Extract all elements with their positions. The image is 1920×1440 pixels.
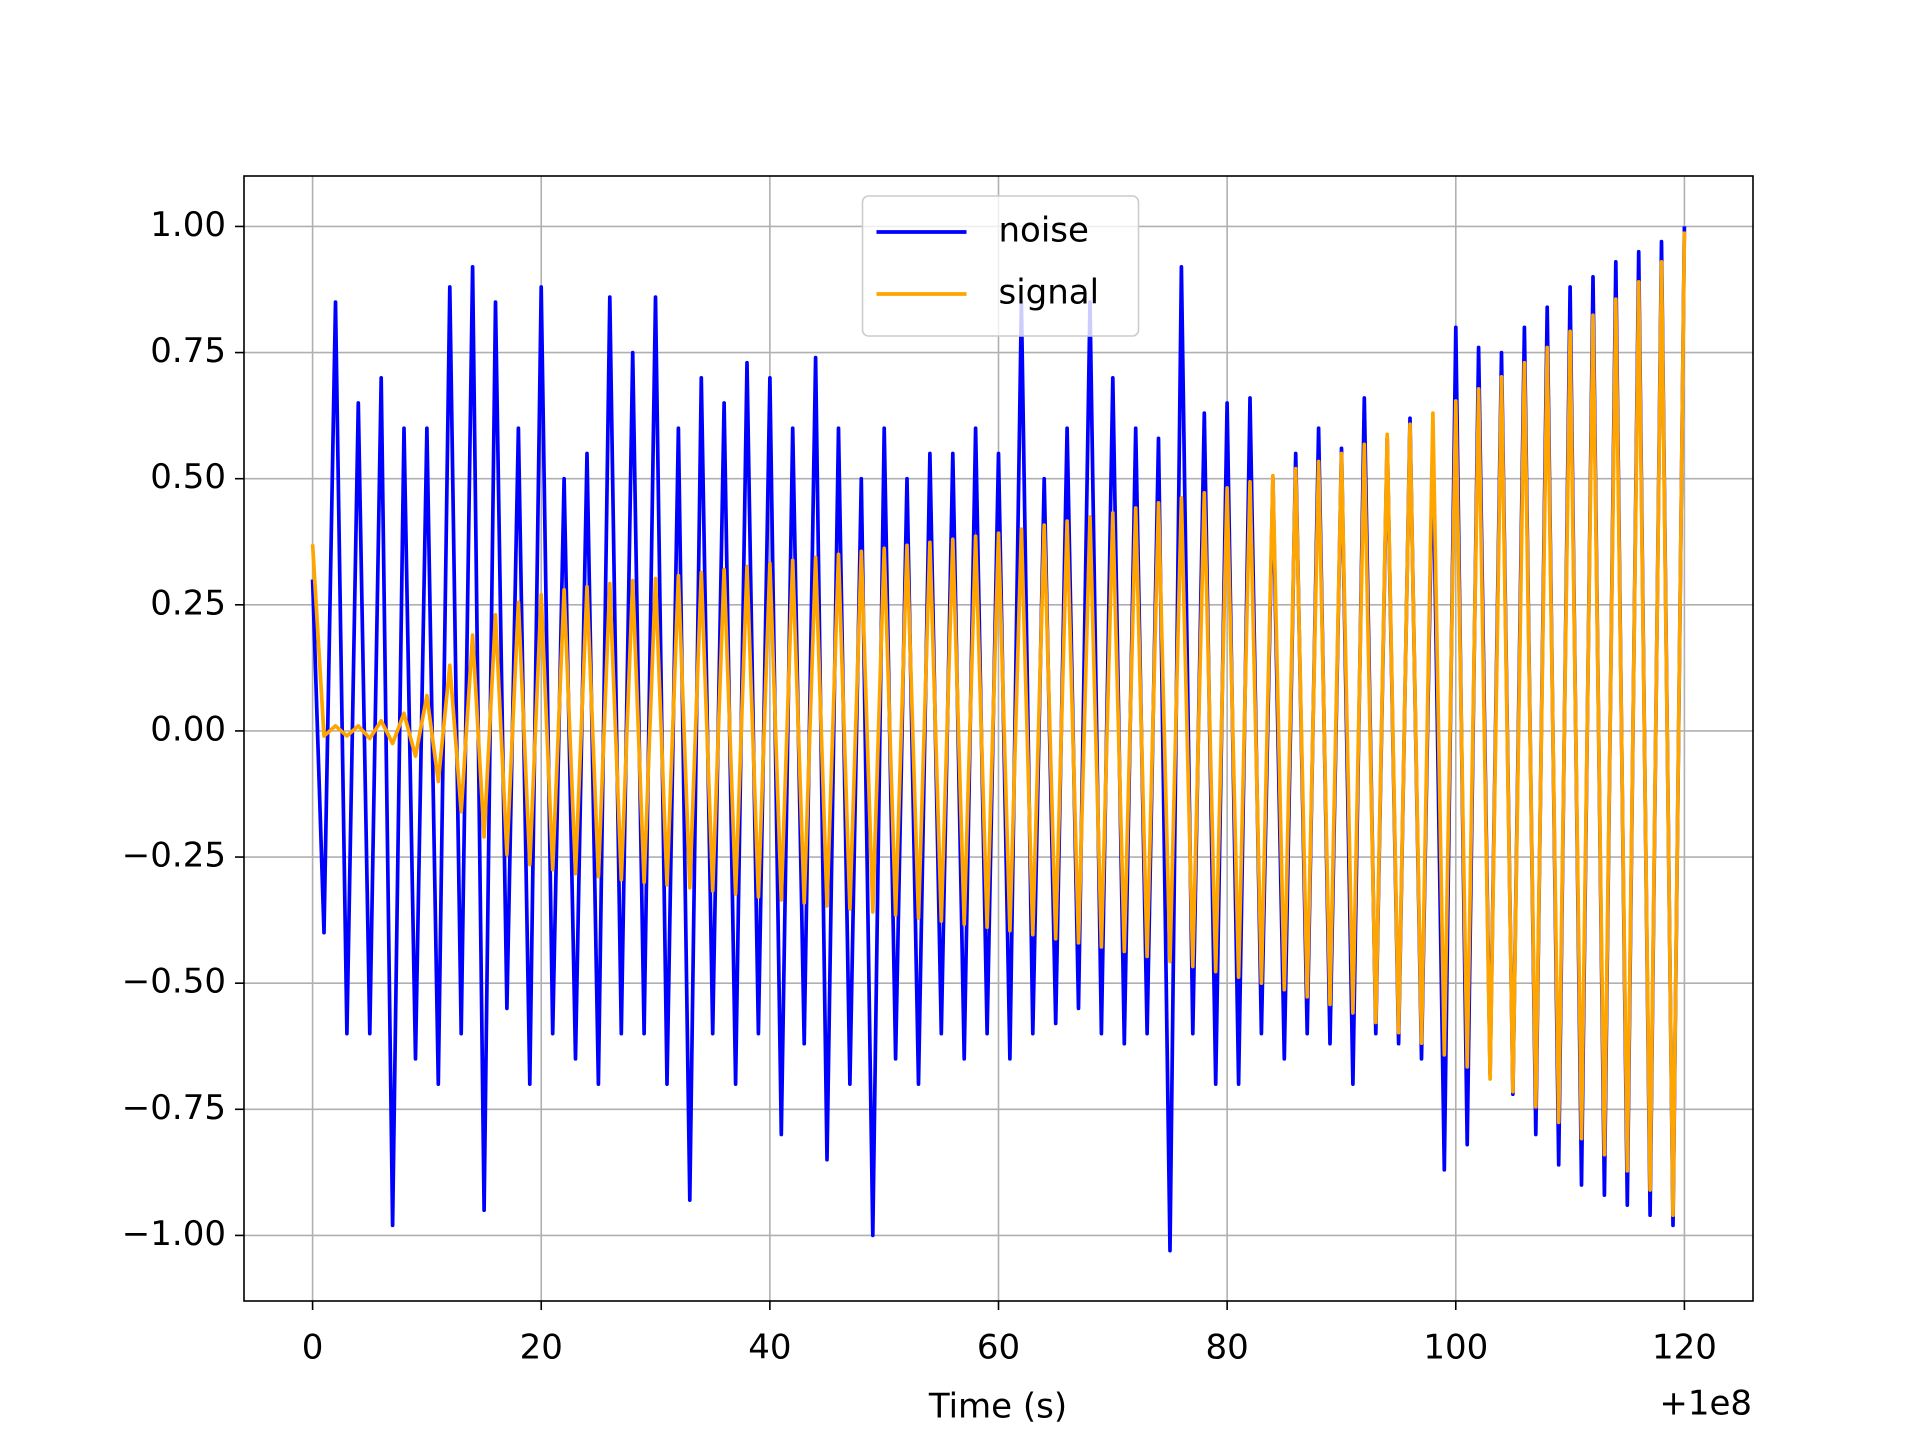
y-tick-label: −0.75 bbox=[122, 1088, 226, 1128]
x-tick-label: 80 bbox=[1206, 1328, 1249, 1368]
x-tick-label: 20 bbox=[520, 1328, 563, 1368]
series-line bbox=[310, 231, 1687, 1218]
y-tick-label: −0.25 bbox=[122, 836, 226, 876]
x-axis-label: Time (s) bbox=[928, 1387, 1067, 1427]
x-tick-label: 100 bbox=[1423, 1328, 1488, 1368]
legend: noise signal bbox=[861, 195, 1140, 337]
x-tick-label: 40 bbox=[748, 1328, 791, 1368]
x-tick-label: 120 bbox=[1652, 1328, 1717, 1368]
y-tick-label: 0.25 bbox=[150, 583, 226, 623]
legend-label: noise bbox=[999, 211, 1089, 251]
y-tick-label: 0.75 bbox=[150, 331, 226, 371]
x-tick-label: 60 bbox=[977, 1328, 1020, 1368]
x-tick-label: 0 bbox=[302, 1328, 324, 1368]
y-tick-label: 1.00 bbox=[150, 205, 226, 245]
y-tick-label: −1.00 bbox=[122, 1214, 226, 1254]
axes-frame bbox=[243, 175, 1754, 1302]
x-offset-label: +1e8 bbox=[1659, 1384, 1752, 1424]
y-tick-label: −0.50 bbox=[122, 962, 226, 1002]
y-tick-label: 0.50 bbox=[150, 457, 226, 497]
y-tick-label: 0.00 bbox=[150, 709, 226, 749]
legend-label: signal bbox=[999, 273, 1100, 313]
series-line bbox=[310, 226, 1687, 1253]
